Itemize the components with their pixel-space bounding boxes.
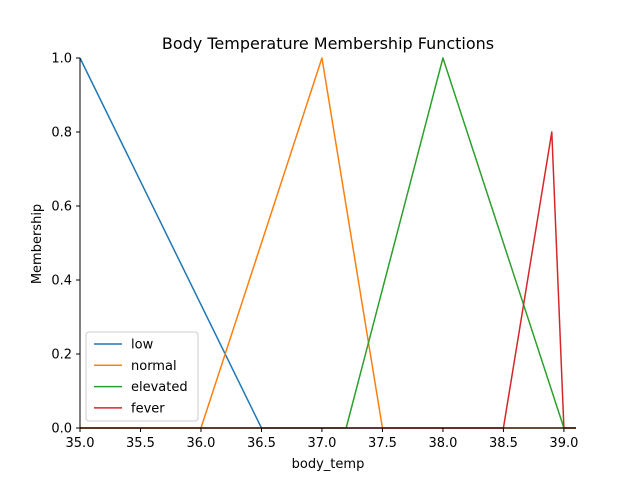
y-tick-label: 0.2 <box>51 348 72 363</box>
chart-title: Body Temperature Membership Functions <box>162 34 494 53</box>
legend-label-elevated: elevated <box>131 380 188 395</box>
y-axis-label: Membership <box>30 204 45 284</box>
legend-label-normal: normal <box>131 359 177 374</box>
y-tick-label: 0.0 <box>51 422 72 437</box>
x-axis-label: body_temp <box>292 457 365 472</box>
x-tick-label: 35.5 <box>126 436 155 451</box>
x-tick-label: 37.0 <box>307 436 336 451</box>
x-tick-label: 37.5 <box>368 436 397 451</box>
y-tick-label: 0.4 <box>51 274 72 289</box>
legend: low normal elevated fever <box>85 331 199 422</box>
x-tick-label: 36.0 <box>186 436 215 451</box>
y-tick-label: 1.0 <box>51 52 72 67</box>
x-tick-label: 38.5 <box>489 436 518 451</box>
x-tick-label: 38.0 <box>428 436 457 451</box>
x-tick-label: 35.0 <box>66 436 95 451</box>
legend-label-fever: fever <box>131 401 165 416</box>
axes-layer: 35.0 35.5 36.0 36.5 37.0 37.5 38.0 38.5 39.0 0.0 0… <box>51 52 578 452</box>
y-tick-label: 0.8 <box>51 126 72 141</box>
x-tick-label: 39.0 <box>549 436 578 451</box>
y-tick-label: 0.6 <box>51 200 72 215</box>
x-tick-label: 36.5 <box>247 436 276 451</box>
legend-box <box>85 331 199 422</box>
legend-label-low: low <box>131 338 154 353</box>
